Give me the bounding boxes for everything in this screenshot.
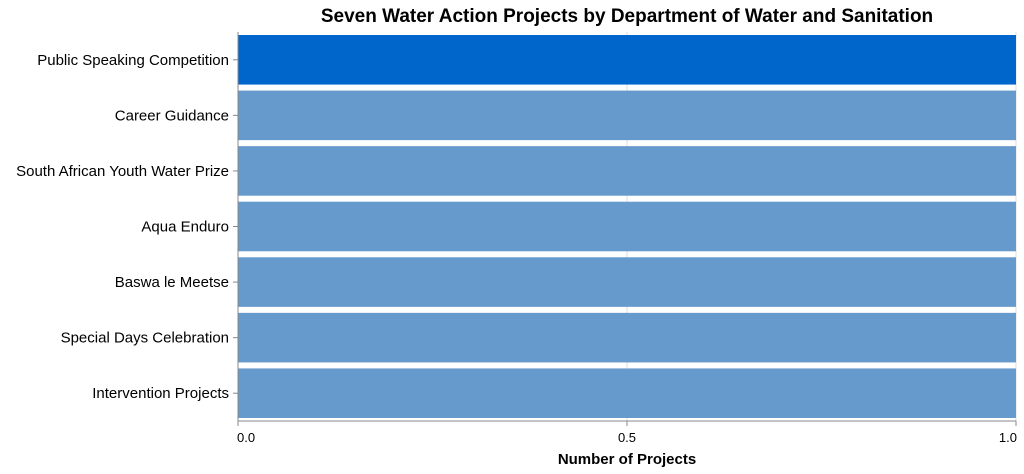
chart-title: Seven Water Action Projects by Departmen… bbox=[321, 6, 933, 27]
category-label: Aqua Enduro bbox=[141, 219, 229, 236]
x-axis-title: Number of Projects bbox=[558, 451, 696, 468]
category-labels: Public Speaking Competition Career Guidan… bbox=[16, 52, 229, 402]
bar bbox=[238, 90, 1016, 141]
x-tick-label: 0.5 bbox=[618, 430, 636, 445]
category-label: Baswa le Meetse bbox=[115, 274, 229, 291]
category-label: Intervention Projects bbox=[92, 385, 229, 402]
x-tick-label: 1.0 bbox=[999, 430, 1017, 445]
bar bbox=[238, 35, 1016, 85]
bars bbox=[238, 35, 1016, 418]
bar bbox=[238, 368, 1016, 418]
category-label: South African Youth Water Prize bbox=[16, 163, 229, 180]
bar bbox=[238, 312, 1016, 363]
bar bbox=[238, 146, 1016, 196]
bar bbox=[238, 257, 1016, 307]
axes: 0.0 0.5 1.0 bbox=[233, 32, 1017, 445]
category-label: Career Guidance bbox=[115, 107, 229, 124]
bar bbox=[238, 201, 1016, 252]
x-tick-label: 0.0 bbox=[237, 430, 255, 445]
category-label: Special Days Celebration bbox=[61, 330, 229, 347]
category-label: Public Speaking Competition bbox=[37, 52, 229, 69]
